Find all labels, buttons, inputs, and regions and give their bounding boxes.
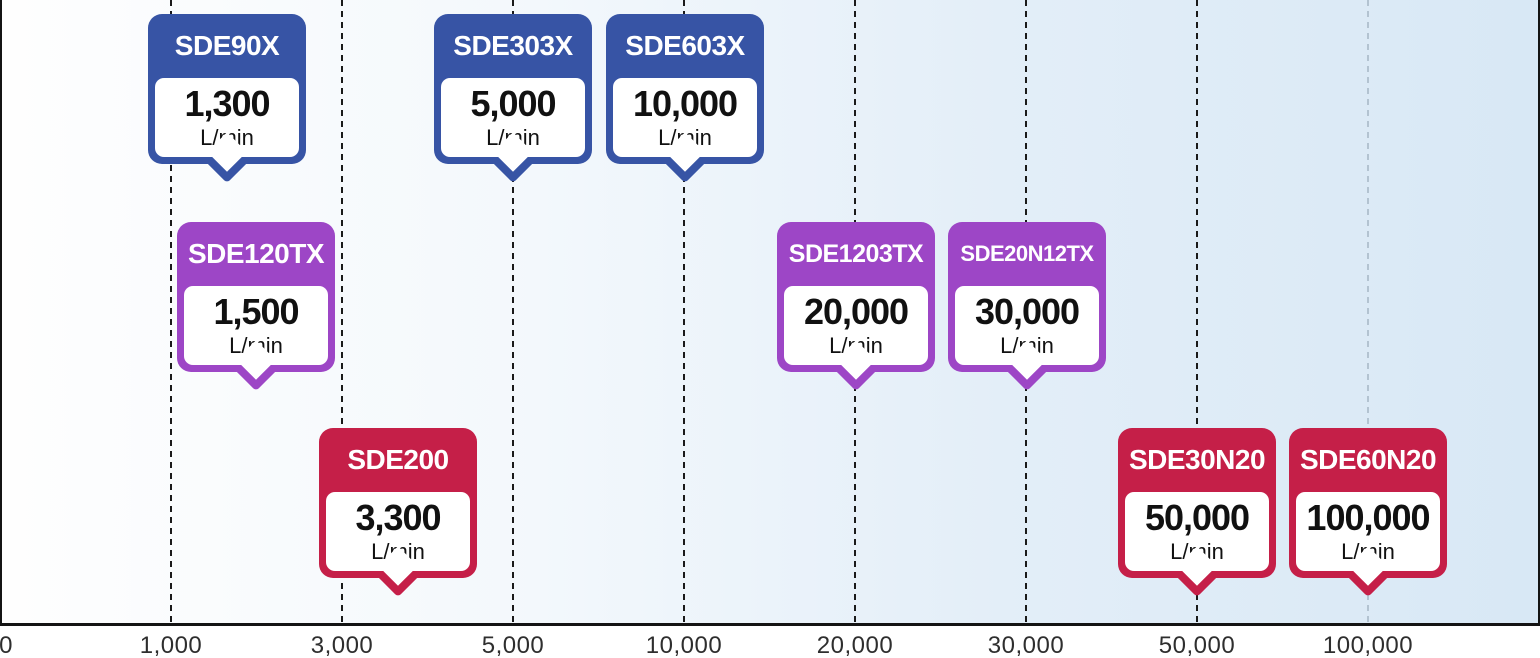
axis-tick-label: 3,000 bbox=[310, 632, 374, 658]
badge-flow-value: 50,000 bbox=[1144, 497, 1250, 538]
gridline-100000 bbox=[1367, 0, 1369, 623]
badge-model-name: SDE1203TX bbox=[788, 239, 924, 268]
badge-model-name: SDE60N20 bbox=[1299, 444, 1437, 475]
badge-flow-value: 30,000 bbox=[974, 291, 1080, 332]
axis-tick-label: 30,000 bbox=[987, 632, 1065, 658]
badge-sde20n12tx: SDE20N12TX 30,000 L/min bbox=[948, 222, 1106, 392]
axis-tick-label: 0 bbox=[0, 632, 13, 658]
badge-sde60n20: SDE60N20 100,000 L/min bbox=[1289, 428, 1447, 598]
axis-tick-label: 50,000 bbox=[1158, 632, 1236, 658]
badge-model-name: SDE30N20 bbox=[1128, 444, 1266, 475]
badge-sde30n20: SDE30N20 50,000 L/min bbox=[1118, 428, 1276, 598]
badge-flow-value: 5,000 bbox=[470, 83, 556, 124]
badge-sde603x: SDE603X 10,000 L/min bbox=[606, 14, 764, 184]
badge-flow-value: 20,000 bbox=[803, 291, 909, 332]
gridline-3000 bbox=[341, 0, 343, 623]
badge-model-name: SDE20N12TX bbox=[960, 241, 1094, 266]
x-axis-line bbox=[0, 623, 1540, 626]
gridline-1000 bbox=[170, 0, 172, 623]
badge-flow-value: 3,300 bbox=[355, 497, 441, 538]
axis-tick-label: 10,000 bbox=[645, 632, 723, 658]
badge-model-name: SDE303X bbox=[453, 30, 573, 61]
badge-flow-value: 10,000 bbox=[632, 83, 738, 124]
gridline-5000 bbox=[512, 0, 514, 623]
badge-flow-value: 1,500 bbox=[213, 291, 299, 332]
axis-tick-label: 100,000 bbox=[1322, 632, 1414, 658]
gridline-50000 bbox=[1196, 0, 1198, 623]
gridline-10000 bbox=[683, 0, 685, 623]
plot-right-border bbox=[1538, 0, 1540, 626]
badge-sde90x: SDE90X 1,300 L/min bbox=[148, 14, 306, 184]
axis-tick-label: 5,000 bbox=[481, 632, 545, 658]
badge-body: SDE60N20 100,000 L/min bbox=[1289, 428, 1447, 578]
badge-sde120tx: SDE120TX 1,500 L/min bbox=[177, 222, 335, 392]
badge-flow-panel: 50,000 L/min bbox=[1125, 492, 1269, 571]
badge-sde1203tx: SDE1203TX 20,000 L/min bbox=[777, 222, 935, 392]
badge-model-name: SDE603X bbox=[625, 30, 745, 61]
badge-flow-value: 1,300 bbox=[184, 83, 270, 124]
axis-tick-label: 20,000 bbox=[816, 632, 894, 658]
badge-model-name: SDE120TX bbox=[187, 238, 325, 269]
badge-flow-value: 100,000 bbox=[1306, 497, 1430, 538]
badge-model-name: SDE200 bbox=[347, 444, 449, 475]
badge-sde200: SDE200 3,300 L/min bbox=[319, 428, 477, 598]
badge-sde303x: SDE303X 5,000 L/min bbox=[434, 14, 592, 184]
badge-model-name: SDE90X bbox=[174, 30, 280, 61]
plot-left-border bbox=[0, 0, 2, 626]
badge-body: SDE120TX 1,500 L/min bbox=[177, 222, 335, 372]
axis-tick-label: 1,000 bbox=[139, 632, 203, 658]
